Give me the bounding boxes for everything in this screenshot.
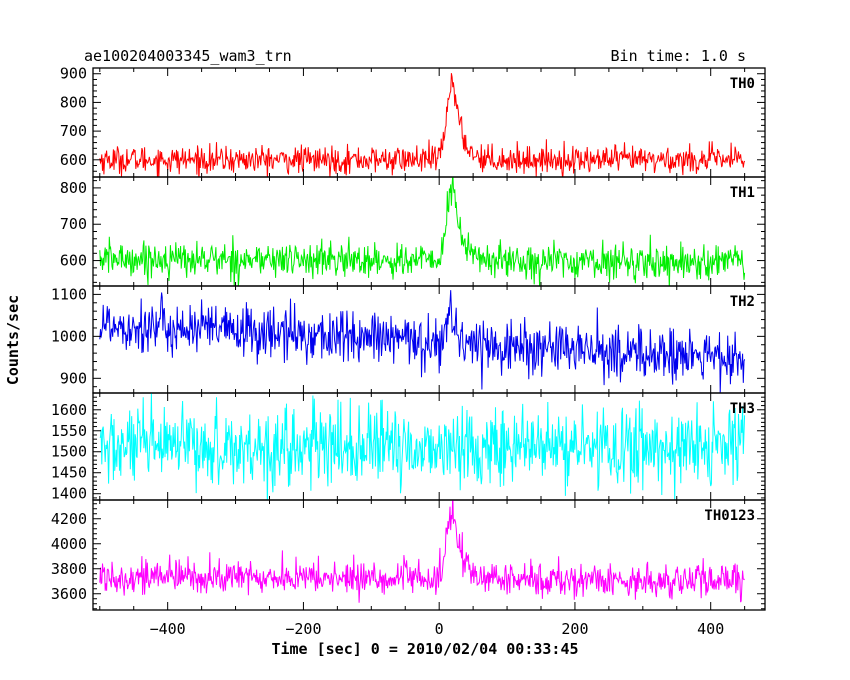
y-tick-label: 1000	[51, 327, 87, 345]
y-tick-label: 700	[60, 122, 87, 140]
series-line-th0	[99, 73, 746, 177]
panel-th0: 600 700 800 900 TH0	[60, 65, 766, 178]
series-line-th2	[99, 290, 746, 393]
y-tick-label: 4000	[51, 535, 87, 553]
x-tick-label: 0	[435, 620, 444, 638]
y-axis-title: Counts/sec	[4, 295, 22, 385]
y-tick-label: 800	[60, 179, 87, 197]
panel-label: TH0	[730, 76, 755, 92]
panel-th3: 1400 1450 1500 1550 1600 TH3	[51, 392, 766, 503]
panel-label: TH2	[730, 294, 755, 310]
panel-frame	[92, 499, 766, 611]
series-line-th0123	[99, 500, 745, 603]
series-line-th1	[99, 177, 746, 286]
chart-title: ae100204003345_wam3_trn	[84, 47, 292, 65]
y-tick-label: 1600	[51, 401, 87, 419]
y-tick-label: 3800	[51, 560, 87, 578]
panel-th2: 900 1000 1100 TH2	[51, 285, 766, 394]
y-tick-label: 600	[60, 151, 87, 169]
y-tick-label: 700	[60, 215, 87, 233]
x-axis-title: Time [sec] 0 = 2010/02/04 00:33:45	[271, 640, 578, 658]
x-axis: −400 −200 0 200 400	[150, 620, 725, 638]
panel-th1: 600 700 800 TH1	[60, 176, 766, 287]
y-tick-label: 600	[60, 252, 87, 270]
panels-layer: 600 700 800 900 TH0 600 700 800 TH1 900 1000 1100 TH…	[51, 65, 766, 611]
x-tick-label: 400	[697, 620, 724, 638]
y-tick-label: 1550	[51, 422, 87, 440]
y-tick-label: 1450	[51, 464, 87, 482]
x-tick-label: −400	[150, 620, 186, 638]
bin-time-label: Bin time: 1.0 s	[611, 47, 746, 65]
y-tick-label: 900	[60, 65, 87, 83]
panel-th0123: 3600 3800 4000 4200 TH0123	[51, 499, 766, 611]
panel-label: TH1	[730, 185, 755, 201]
y-tick-label: 1100	[51, 285, 87, 303]
y-tick-label: 4200	[51, 510, 87, 528]
y-tick-label: 3600	[51, 585, 87, 603]
series-line-th3	[99, 393, 746, 500]
x-tick-label: 200	[561, 620, 588, 638]
y-tick-label: 800	[60, 93, 87, 111]
x-tick-label: −200	[285, 620, 321, 638]
panel-label: TH3	[730, 401, 755, 417]
panel-label: TH0123	[704, 508, 755, 524]
y-tick-label: 900	[60, 369, 87, 387]
y-tick-label: 1400	[51, 485, 87, 503]
y-tick-label: 1500	[51, 443, 87, 461]
